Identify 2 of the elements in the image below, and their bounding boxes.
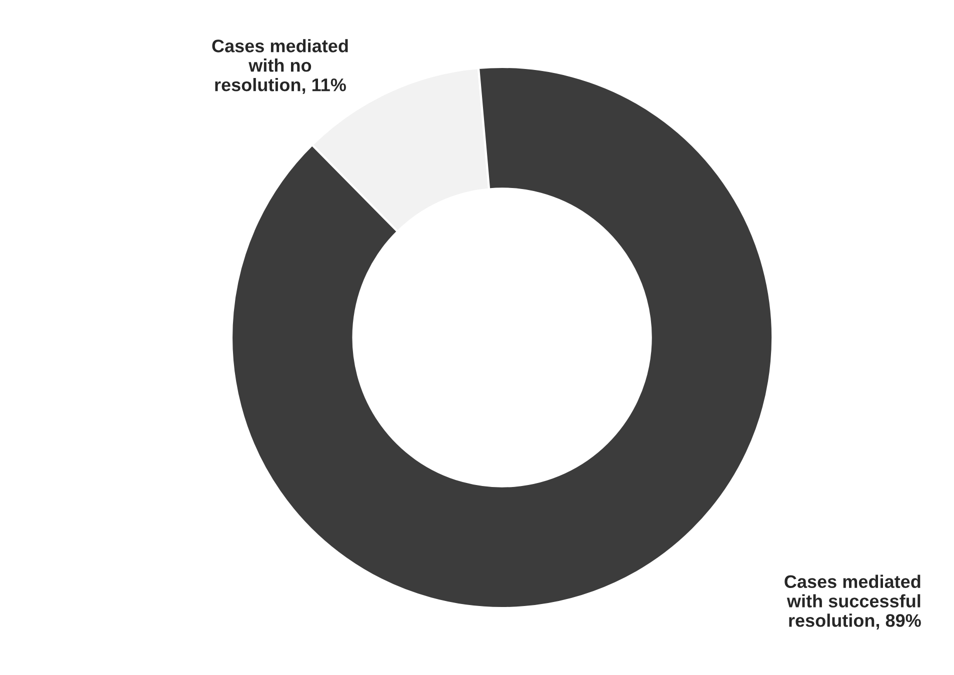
slice-label: Cases mediated with successful resolution, 89% (784, 574, 921, 630)
slice-label: Cases mediated with no resolution, 11% (212, 39, 348, 94)
